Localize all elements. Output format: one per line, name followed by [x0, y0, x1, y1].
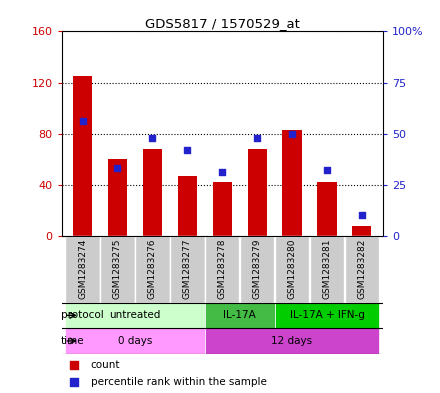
Text: percentile rank within the sample: percentile rank within the sample [91, 377, 266, 387]
Point [71, 379, 78, 385]
Text: GSM1283282: GSM1283282 [357, 239, 367, 299]
Point [253, 134, 260, 141]
Text: time: time [61, 336, 84, 346]
Bar [100, 236, 135, 303]
Point [149, 134, 156, 141]
Text: 12 days: 12 days [271, 336, 312, 346]
Bar [275, 236, 309, 303]
Bar [310, 236, 344, 303]
Point [219, 169, 226, 176]
Bar [205, 328, 379, 354]
Text: GSM1283277: GSM1283277 [183, 239, 192, 299]
Bar [65, 328, 205, 354]
Point [184, 147, 191, 153]
Bar [65, 236, 100, 303]
Bar [282, 130, 302, 236]
Bar [345, 236, 379, 303]
Text: IL-17A: IL-17A [223, 310, 256, 320]
Bar [135, 236, 170, 303]
Text: GSM1283276: GSM1283276 [148, 239, 157, 299]
Text: 0 days: 0 days [118, 336, 152, 346]
Bar [73, 76, 92, 236]
Text: GSM1283281: GSM1283281 [323, 239, 331, 299]
Bar [205, 303, 275, 328]
Bar [275, 303, 379, 328]
Text: GSM1283278: GSM1283278 [218, 239, 227, 299]
Text: untreated: untreated [109, 310, 161, 320]
Bar [317, 182, 337, 236]
Bar [65, 303, 205, 328]
Text: GSM1283279: GSM1283279 [253, 239, 262, 299]
Bar [108, 159, 127, 236]
Bar [143, 149, 162, 236]
Text: GSM1283280: GSM1283280 [287, 239, 297, 299]
Point [79, 118, 86, 125]
Point [71, 362, 78, 368]
Text: protocol: protocol [61, 310, 104, 320]
Bar [178, 176, 197, 236]
Point [358, 212, 365, 219]
Text: GSM1283275: GSM1283275 [113, 239, 122, 299]
Point [323, 167, 330, 174]
Point [289, 130, 296, 137]
Title: GDS5817 / 1570529_at: GDS5817 / 1570529_at [145, 17, 300, 30]
Bar [205, 236, 239, 303]
Point [114, 165, 121, 171]
Bar [240, 236, 275, 303]
Bar [248, 149, 267, 236]
Text: GSM1283274: GSM1283274 [78, 239, 87, 299]
Text: count: count [91, 360, 120, 370]
Text: IL-17A + IFN-g: IL-17A + IFN-g [290, 310, 364, 320]
Bar [352, 226, 371, 236]
Bar [170, 236, 205, 303]
Bar [213, 182, 232, 236]
